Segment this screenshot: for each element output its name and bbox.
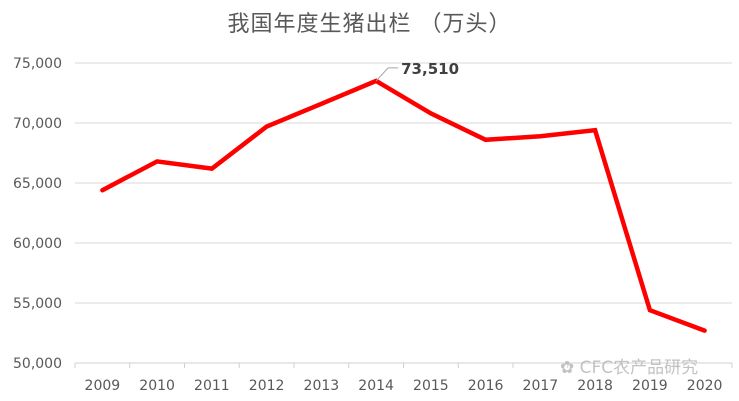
x-tick-label: 2011 [194,378,230,394]
y-tick-label: 65,000 [13,176,62,192]
series-line [100,78,707,333]
y-tick-label: 70,000 [13,116,62,132]
x-tick-label: 2014 [358,378,394,394]
x-tick-label: 2015 [413,378,449,394]
x-tick-label: 2017 [523,378,559,394]
x-tick-label: 2010 [139,378,175,394]
wechat-icon: ✿ [560,358,580,378]
x-tick-label: 2012 [249,378,285,394]
x-tick-label: 2018 [577,378,613,394]
y-tick-label: 50,000 [13,356,62,372]
annotation-leader-line [375,67,399,82]
x-tick-label: 2013 [304,378,340,394]
x-tick-label: 2020 [687,378,723,394]
data-label: 73,510 [401,60,459,78]
y-tick-label: 55,000 [13,296,62,312]
x-tick-label: 2016 [468,378,504,394]
watermark: ✿ CFC农产品研究 [560,358,699,378]
x-tick-label: 2009 [85,378,121,394]
y-tick-label: 75,000 [13,56,62,72]
x-tick-label: 2019 [632,378,668,394]
y-tick-label: 60,000 [13,236,62,252]
chart-title: 我国年度生猪出栏 （万头） [227,12,512,37]
